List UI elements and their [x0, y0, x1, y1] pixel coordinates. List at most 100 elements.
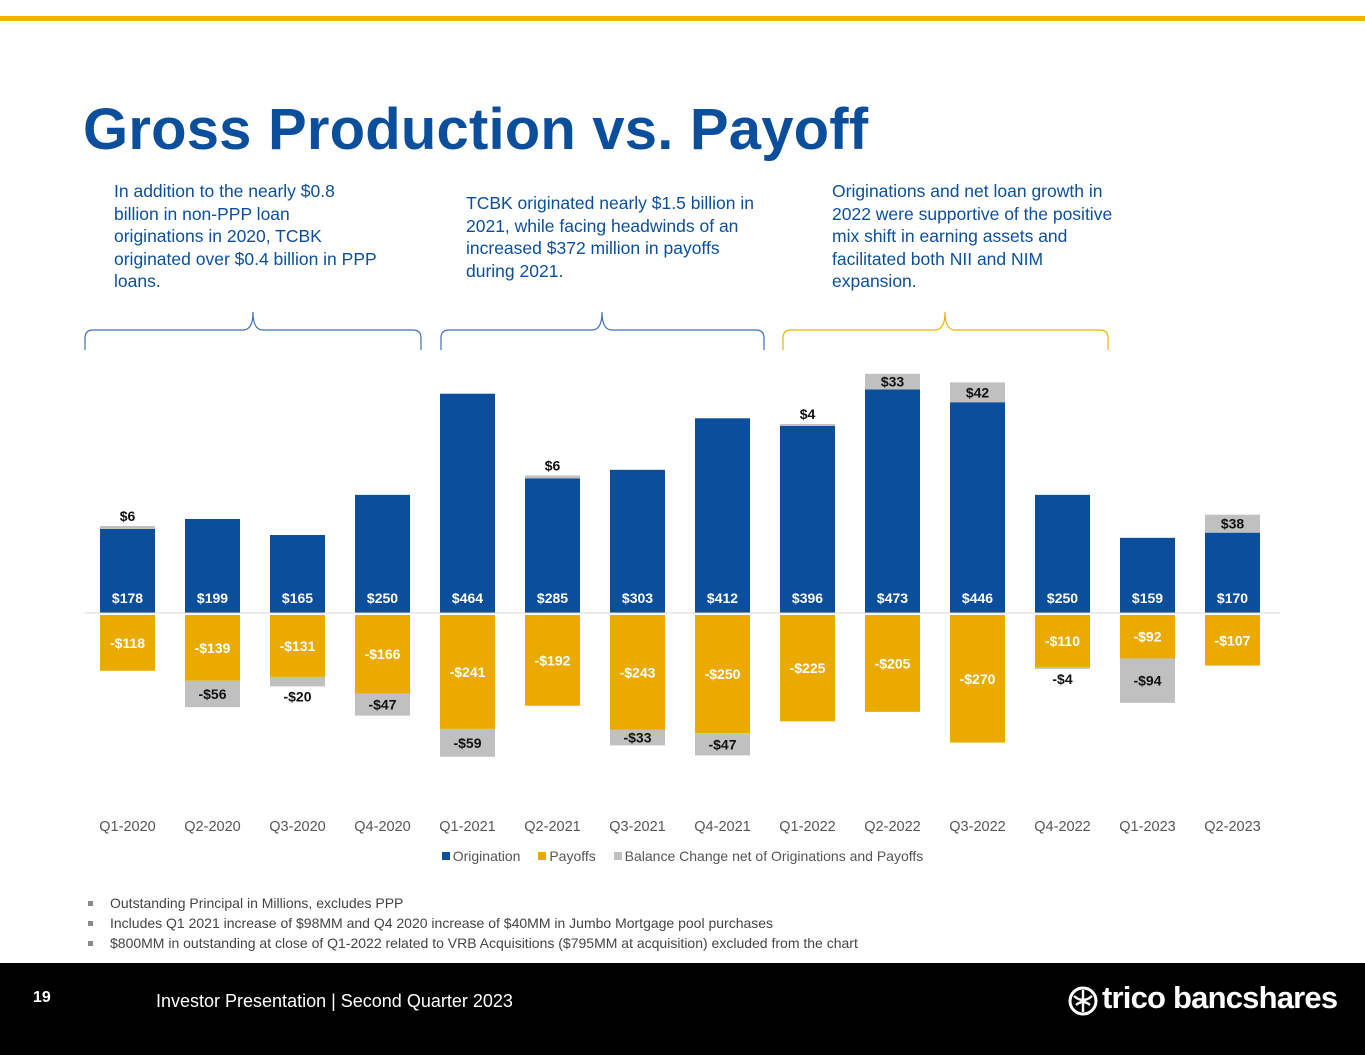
tick-label-Q2-2020: Q2-2020 [184, 819, 240, 835]
bar-origination-Q2-2020 [185, 518, 240, 613]
tick-label-Q2-2021: Q2-2021 [524, 819, 580, 835]
bar-payoffs-Q1-2023 [1120, 615, 1175, 659]
tick-label-Q4-2021: Q4-2021 [694, 819, 750, 835]
bar-payoffs-Q4-2020 [355, 615, 410, 694]
tick-label-Q1-2021: Q1-2021 [439, 819, 495, 835]
label-balance-change-Q2-2023: $38 [1221, 516, 1245, 532]
footnotes: Outstanding Principal in Millions, exclu… [88, 893, 858, 953]
label-origination-Q3-2020: $165 [282, 590, 313, 606]
legend-item-payoffs: Payoffs [538, 848, 596, 864]
bar-balance-change-Q2-2020 [185, 680, 240, 708]
bar-balance-change-Q3-2022 [950, 382, 1005, 403]
bar-payoffs-Q3-2020 [270, 615, 325, 677]
label-payoffs-Q3-2021: -$243 [620, 664, 656, 680]
footer-title: Investor Presentation | Second Quarter 2… [156, 991, 513, 1011]
bar-origination-Q4-2021 [695, 418, 750, 613]
tick-label-Q3-2021: Q3-2021 [609, 819, 665, 835]
bar-balance-change-Q1-2022 [780, 423, 835, 426]
legend-swatch-origination [441, 852, 450, 860]
bar-payoffs-Q2-2022 [865, 615, 920, 712]
bar-balance-change-Q2-2023 [1205, 514, 1260, 533]
label-payoffs-Q2-2020: -$139 [195, 640, 231, 656]
label-balance-change-Q1-2023: -$94 [1133, 673, 1161, 689]
bracket-2021 [440, 311, 765, 350]
label-origination-Q4-2020: $250 [367, 590, 398, 606]
label-balance-change-Q2-2020: -$56 [198, 686, 226, 702]
label-origination-Q3-2021: $303 [622, 590, 653, 606]
tick-label-Q3-2020: Q3-2020 [269, 819, 325, 835]
bar-payoffs-Q4-2021 [695, 615, 750, 734]
label-balance-change-Q3-2021: -$33 [623, 730, 651, 746]
label-origination-Q4-2022: $250 [1047, 590, 1078, 606]
label-balance-change-Q1-2020: $6 [120, 508, 136, 524]
label-payoffs-Q1-2020: -$118 [110, 635, 145, 651]
bullet-icon [88, 901, 93, 906]
label-balance-change-Q2-2022: $33 [881, 374, 905, 390]
bar-balance-change-Q4-2020 [355, 693, 410, 716]
page-title: Gross Production vs. Payoff [83, 97, 869, 162]
label-origination-Q2-2021: $285 [537, 590, 568, 606]
bar-payoffs-Q2-2023 [1205, 615, 1260, 666]
chart-legend: Origination Payoffs Balance Change net o… [0, 848, 1365, 864]
bar-balance-change-Q3-2021 [610, 729, 665, 746]
legend-label: Payoffs [549, 848, 596, 864]
tick-label-Q1-2022: Q1-2022 [779, 819, 835, 835]
label-balance-change-Q3-2022: $42 [966, 384, 990, 400]
label-payoffs-Q2-2021: -$192 [535, 652, 571, 668]
label-payoffs-Q4-2021: -$250 [705, 666, 741, 682]
bar-balance-change-Q3-2020 [270, 676, 325, 687]
bar-origination-Q2-2022 [865, 389, 920, 613]
bar-origination-Q4-2020 [355, 494, 410, 613]
footnote-item: $800MM in outstanding at close of Q1-202… [88, 933, 858, 953]
tick-label-Q2-2023: Q2-2023 [1204, 819, 1260, 835]
production-payoff-chart: $178 -$118 $6 $199 -$139 -$56 $165 -$131 -$20 $25… [84, 311, 1280, 835]
bar-origination-Q3-2021 [610, 469, 665, 613]
label-balance-change-Q1-2021: -$59 [453, 735, 481, 751]
footnote-text: Includes Q1 2021 increase of $98MM and Q… [110, 915, 774, 931]
footnote-item: Outstanding Principal in Millions, exclu… [88, 893, 858, 913]
bar-origination-Q3-2022 [950, 402, 1005, 613]
label-payoffs-Q2-2022: -$205 [875, 655, 911, 671]
bar-payoffs-Q1-2020 [100, 615, 155, 671]
bracket-2022 [782, 311, 1109, 350]
footnote-item: Includes Q1 2021 increase of $98MM and Q… [88, 913, 858, 933]
label-origination-Q1-2021: $464 [452, 590, 483, 606]
bar-origination-Q2-2021 [525, 478, 580, 613]
page-number: 19 [33, 989, 51, 1006]
callout-brackets [84, 311, 1109, 350]
label-payoffs-Q1-2023: -$92 [1133, 629, 1161, 645]
label-origination-Q4-2021: $412 [707, 590, 738, 606]
legend-swatch-balance-change [613, 852, 622, 860]
label-payoffs-Q4-2022: -$110 [1045, 633, 1080, 649]
legend-label: Balance Change net of Originations and P… [624, 848, 924, 864]
callout-2021: TCBK originated nearly $1.5 billion in 2… [466, 193, 754, 281]
label-origination-Q1-2023: $159 [1132, 590, 1163, 606]
label-origination-Q1-2022: $396 [792, 590, 823, 606]
bar-payoffs-Q1-2022 [780, 615, 835, 722]
tick-label-Q4-2022: Q4-2022 [1034, 819, 1090, 835]
tick-label-Q3-2022: Q3-2022 [949, 819, 1005, 835]
tick-label-Q1-2020: Q1-2020 [99, 819, 155, 835]
footnote-text: $800MM in outstanding at close of Q1-202… [110, 935, 858, 951]
legend-item-origination: Origination [441, 848, 521, 864]
bar-origination-Q3-2020 [270, 535, 325, 613]
tick-label-Q2-2022: Q2-2022 [864, 819, 920, 835]
label-balance-change-Q1-2022: $4 [800, 406, 816, 422]
legend-swatch-payoffs [538, 852, 547, 860]
callout-2020: In addition to the nearly $0.8 billion i… [114, 181, 377, 291]
bar-payoffs-Q2-2021 [525, 615, 580, 706]
label-payoffs-Q3-2020: -$131 [280, 638, 316, 654]
label-balance-change-Q2-2021: $6 [545, 457, 561, 473]
logo-wordmark: trico bancshares [1102, 980, 1338, 1015]
footer-bar: 19 Investor Presentation | Second Quarte… [0, 963, 1365, 1055]
bar-origination-Q4-2022 [1035, 494, 1090, 613]
chart-data-labels: $178 -$118 $6 $199 -$139 -$56 $165 -$131 -$20 $25… [110, 374, 1251, 753]
footnote-text: Outstanding Principal in Millions, exclu… [110, 895, 404, 911]
label-balance-change-Q3-2020: -$20 [283, 688, 311, 704]
bullet-icon [88, 941, 93, 946]
legend-label: Origination [452, 848, 521, 864]
bar-origination-Q1-2022 [780, 425, 835, 613]
label-payoffs-Q3-2022: -$270 [960, 671, 996, 687]
chart-bars [100, 373, 1260, 757]
bar-balance-change-Q4-2021 [695, 733, 750, 756]
